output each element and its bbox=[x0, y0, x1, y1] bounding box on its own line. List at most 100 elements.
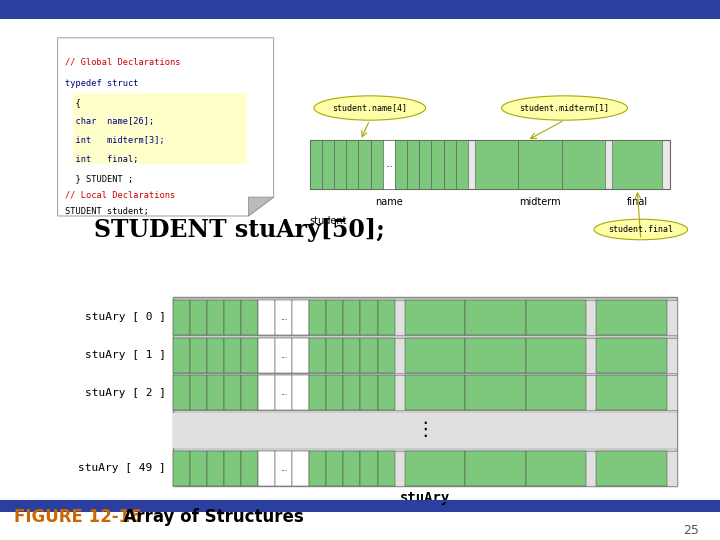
FancyBboxPatch shape bbox=[361, 375, 377, 410]
FancyBboxPatch shape bbox=[258, 451, 275, 486]
FancyBboxPatch shape bbox=[207, 375, 224, 410]
FancyBboxPatch shape bbox=[224, 338, 241, 373]
Text: student.name[4]: student.name[4] bbox=[333, 104, 408, 112]
FancyBboxPatch shape bbox=[596, 451, 667, 486]
FancyBboxPatch shape bbox=[173, 300, 190, 335]
Polygon shape bbox=[248, 197, 274, 216]
FancyBboxPatch shape bbox=[322, 140, 334, 189]
FancyBboxPatch shape bbox=[224, 375, 241, 410]
Text: ...: ... bbox=[280, 313, 287, 322]
FancyBboxPatch shape bbox=[377, 338, 395, 373]
FancyBboxPatch shape bbox=[292, 375, 310, 410]
Text: student.final: student.final bbox=[608, 225, 673, 234]
FancyBboxPatch shape bbox=[377, 451, 395, 486]
Text: ...: ... bbox=[385, 160, 392, 169]
Text: STUDENT student;: STUDENT student; bbox=[65, 207, 149, 216]
FancyBboxPatch shape bbox=[475, 140, 518, 189]
Text: stuAry [ 49 ]: stuAry [ 49 ] bbox=[78, 463, 166, 474]
Text: stuAry [ 1 ]: stuAry [ 1 ] bbox=[85, 350, 166, 360]
FancyBboxPatch shape bbox=[310, 451, 326, 486]
FancyBboxPatch shape bbox=[326, 300, 343, 335]
FancyBboxPatch shape bbox=[190, 451, 207, 486]
Text: typedef struct: typedef struct bbox=[65, 79, 138, 88]
FancyBboxPatch shape bbox=[465, 338, 526, 373]
Text: ⋮: ⋮ bbox=[415, 420, 435, 439]
FancyBboxPatch shape bbox=[526, 451, 586, 486]
Text: stuAry [ 2 ]: stuAry [ 2 ] bbox=[85, 388, 166, 398]
Text: int   midterm[3];: int midterm[3]; bbox=[65, 136, 165, 145]
FancyBboxPatch shape bbox=[343, 375, 361, 410]
FancyBboxPatch shape bbox=[292, 338, 310, 373]
FancyBboxPatch shape bbox=[241, 338, 258, 373]
FancyBboxPatch shape bbox=[405, 451, 465, 486]
FancyBboxPatch shape bbox=[456, 140, 468, 189]
Text: 25: 25 bbox=[683, 524, 699, 537]
FancyBboxPatch shape bbox=[326, 375, 343, 410]
Text: {: { bbox=[65, 98, 81, 107]
FancyBboxPatch shape bbox=[377, 375, 395, 410]
FancyBboxPatch shape bbox=[361, 300, 377, 335]
FancyBboxPatch shape bbox=[173, 375, 677, 410]
FancyBboxPatch shape bbox=[173, 338, 677, 373]
FancyBboxPatch shape bbox=[326, 338, 343, 373]
FancyBboxPatch shape bbox=[343, 300, 361, 335]
Text: int   final;: int final; bbox=[65, 155, 138, 164]
FancyBboxPatch shape bbox=[596, 300, 667, 335]
FancyBboxPatch shape bbox=[275, 451, 292, 486]
FancyBboxPatch shape bbox=[346, 140, 359, 189]
FancyBboxPatch shape bbox=[190, 300, 207, 335]
FancyBboxPatch shape bbox=[275, 375, 292, 410]
FancyBboxPatch shape bbox=[310, 338, 326, 373]
FancyBboxPatch shape bbox=[465, 300, 526, 335]
Text: name: name bbox=[375, 197, 402, 207]
FancyBboxPatch shape bbox=[258, 338, 275, 373]
FancyBboxPatch shape bbox=[190, 375, 207, 410]
FancyBboxPatch shape bbox=[173, 413, 677, 448]
FancyBboxPatch shape bbox=[326, 451, 343, 486]
FancyBboxPatch shape bbox=[173, 375, 190, 410]
FancyBboxPatch shape bbox=[407, 140, 419, 189]
FancyBboxPatch shape bbox=[562, 140, 605, 189]
FancyBboxPatch shape bbox=[310, 375, 326, 410]
Text: ...: ... bbox=[280, 388, 287, 397]
FancyBboxPatch shape bbox=[207, 451, 224, 486]
FancyBboxPatch shape bbox=[343, 338, 361, 373]
Text: Array of Structures: Array of Structures bbox=[112, 508, 303, 526]
FancyBboxPatch shape bbox=[405, 338, 465, 373]
FancyBboxPatch shape bbox=[241, 375, 258, 410]
FancyBboxPatch shape bbox=[359, 140, 371, 189]
Text: student.midterm[1]: student.midterm[1] bbox=[520, 104, 609, 112]
FancyBboxPatch shape bbox=[361, 451, 377, 486]
Text: student: student bbox=[310, 216, 347, 226]
FancyBboxPatch shape bbox=[190, 338, 207, 373]
FancyBboxPatch shape bbox=[292, 300, 310, 335]
FancyBboxPatch shape bbox=[395, 140, 407, 189]
FancyBboxPatch shape bbox=[444, 140, 456, 189]
FancyBboxPatch shape bbox=[383, 140, 395, 189]
Text: ...: ... bbox=[280, 464, 287, 473]
Text: char  name[26];: char name[26]; bbox=[65, 117, 154, 126]
Text: STUDENT stuAry[50];: STUDENT stuAry[50]; bbox=[94, 218, 384, 241]
FancyBboxPatch shape bbox=[526, 375, 586, 410]
FancyBboxPatch shape bbox=[173, 451, 190, 486]
Polygon shape bbox=[58, 38, 274, 216]
Ellipse shape bbox=[314, 96, 426, 120]
FancyBboxPatch shape bbox=[275, 338, 292, 373]
FancyBboxPatch shape bbox=[431, 140, 444, 189]
FancyBboxPatch shape bbox=[241, 451, 258, 486]
FancyBboxPatch shape bbox=[526, 300, 586, 335]
Text: final: final bbox=[626, 197, 648, 207]
FancyBboxPatch shape bbox=[465, 451, 526, 486]
Text: stuAry [ 0 ]: stuAry [ 0 ] bbox=[85, 312, 166, 322]
FancyBboxPatch shape bbox=[73, 93, 247, 164]
FancyBboxPatch shape bbox=[0, 502, 720, 512]
FancyBboxPatch shape bbox=[173, 451, 677, 486]
FancyBboxPatch shape bbox=[334, 140, 346, 189]
FancyBboxPatch shape bbox=[361, 338, 377, 373]
FancyBboxPatch shape bbox=[465, 375, 526, 410]
Ellipse shape bbox=[594, 219, 688, 240]
Text: } STUDENT ;: } STUDENT ; bbox=[65, 174, 133, 183]
FancyBboxPatch shape bbox=[0, 0, 720, 19]
FancyBboxPatch shape bbox=[526, 338, 586, 373]
Text: // Local Declarations: // Local Declarations bbox=[65, 191, 175, 200]
